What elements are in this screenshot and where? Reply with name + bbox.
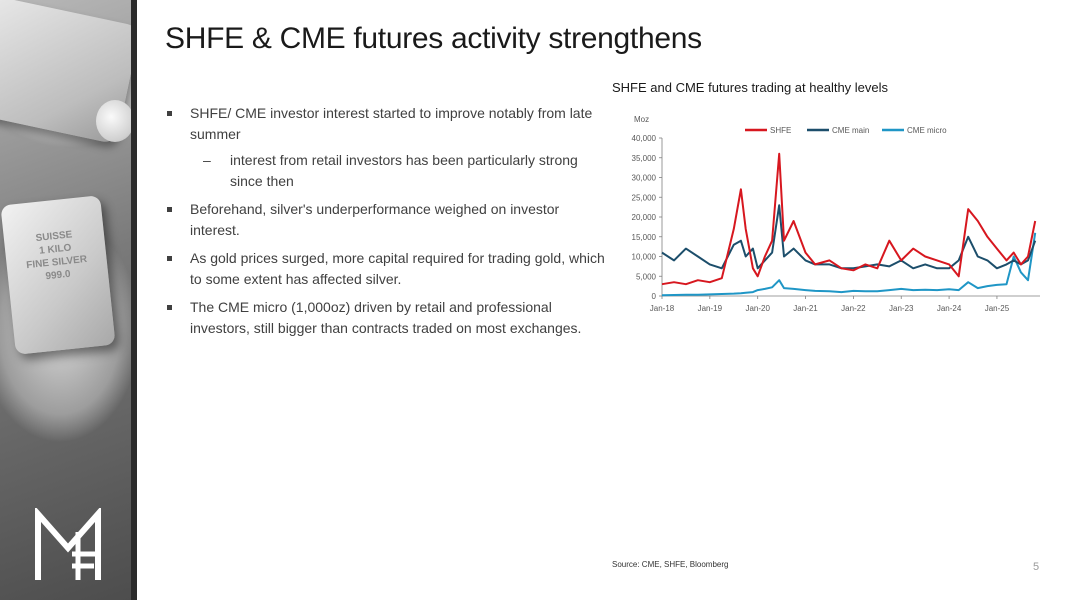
y-tick-label: 0 — [652, 292, 657, 301]
y-tick-label: 35,000 — [632, 154, 657, 163]
mf-monogram-logo-icon — [35, 508, 101, 580]
bullet-marker-icon — [167, 111, 172, 116]
sidebar-photo: SUISSE 1 KILO FINE SILVER 999.0 — [0, 0, 131, 600]
bullet-item: As gold prices surged, more capital requ… — [165, 248, 605, 290]
futures-line-chart: Moz 0 5,000 10,000 15,000 20,000 25,000 30,000 3… — [632, 115, 1040, 313]
x-tick-label: Jan-18 — [650, 304, 675, 313]
bullet-list: SHFE/ CME investor interest started to i… — [165, 103, 605, 346]
bullet-item: Beforehand, silver's underperformance we… — [165, 199, 605, 241]
y-tick-label: 5,000 — [636, 272, 657, 281]
source-note: Source: CME, SHFE, Bloomberg — [612, 560, 729, 569]
bullet-marker-icon — [167, 305, 172, 310]
bullet-item: The CME micro (1,000oz) driven by retail… — [165, 297, 605, 339]
y-tick-label: 25,000 — [632, 193, 657, 202]
dash-marker-icon: – — [203, 152, 211, 168]
legend-label: CME main — [832, 126, 869, 135]
bullet-text: Beforehand, silver's underperformance we… — [190, 201, 560, 238]
x-tick-label: Jan-24 — [937, 304, 962, 313]
series-line-cme-main — [661, 204, 1037, 270]
series-line-shfe — [661, 152, 1037, 286]
sub-bullet-item: – interest from retail investors has bee… — [165, 150, 605, 192]
x-tick-label: Jan-19 — [698, 304, 723, 313]
y-tick-label: 20,000 — [632, 213, 657, 222]
x-tick-label: Jan-22 — [841, 304, 866, 313]
silver-bar-image: SUISSE 1 KILO FINE SILVER 999.0 — [0, 195, 116, 355]
page-title: SHFE & CME futures activity strengthens — [165, 22, 702, 55]
x-tick-label: Jan-25 — [985, 304, 1010, 313]
x-tick-label: Jan-23 — [889, 304, 914, 313]
chart-title: SHFE and CME futures trading at healthy … — [612, 80, 889, 95]
y-tick-label: 15,000 — [632, 233, 657, 242]
legend-label: SHFE — [770, 126, 791, 135]
sidebar-divider — [131, 0, 137, 600]
bullet-text: SHFE/ CME investor interest started to i… — [190, 105, 593, 142]
y-tick-label: 40,000 — [632, 134, 657, 143]
x-tick-label: Jan-20 — [745, 304, 770, 313]
x-tick-label: Jan-21 — [793, 304, 818, 313]
bullet-text: As gold prices surged, more capital requ… — [190, 250, 605, 287]
y-tick-label: 10,000 — [632, 253, 657, 262]
page-number: 5 — [1033, 561, 1040, 573]
y-tick-label: 30,000 — [632, 174, 657, 183]
silver-coin-image — [96, 100, 131, 142]
legend-label: CME micro — [907, 126, 947, 135]
bullet-marker-icon — [167, 256, 172, 261]
series-line-cme-micro — [661, 232, 1037, 297]
bullet-text: The CME micro (1,000oz) driven by retail… — [190, 299, 582, 336]
bullet-item: SHFE/ CME investor interest started to i… — [165, 103, 605, 145]
y-axis-label: Moz — [634, 115, 649, 124]
sub-bullet-text: interest from retail investors has been … — [230, 152, 578, 189]
bullet-marker-icon — [167, 207, 172, 212]
